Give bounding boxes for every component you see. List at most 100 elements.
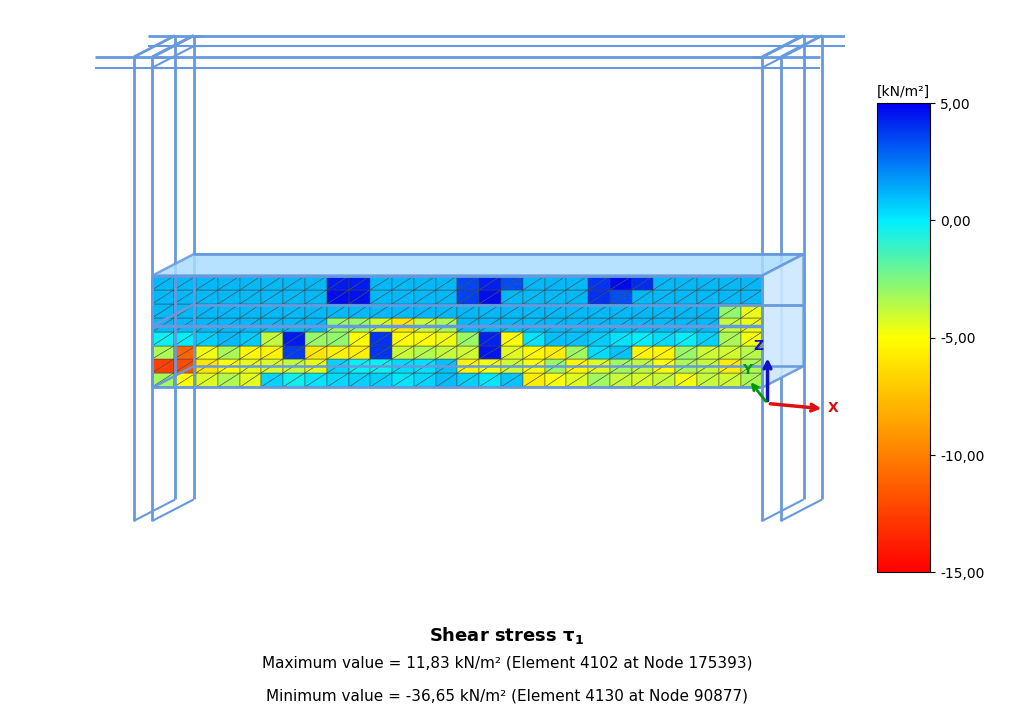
Polygon shape <box>435 346 458 360</box>
Polygon shape <box>435 373 458 387</box>
Polygon shape <box>435 275 458 289</box>
Polygon shape <box>196 275 218 289</box>
Polygon shape <box>610 360 632 373</box>
Polygon shape <box>675 289 697 304</box>
Polygon shape <box>153 255 804 275</box>
Polygon shape <box>327 360 348 373</box>
Polygon shape <box>610 275 632 289</box>
Polygon shape <box>610 275 632 289</box>
Polygon shape <box>348 331 371 346</box>
Polygon shape <box>740 304 763 318</box>
Polygon shape <box>523 373 545 387</box>
Polygon shape <box>610 318 632 331</box>
Polygon shape <box>174 289 196 304</box>
Polygon shape <box>371 346 392 360</box>
Polygon shape <box>305 346 327 360</box>
Polygon shape <box>261 346 284 360</box>
Polygon shape <box>632 275 653 289</box>
Polygon shape <box>566 289 588 304</box>
Polygon shape <box>240 275 261 289</box>
Polygon shape <box>348 318 371 331</box>
Polygon shape <box>719 275 740 289</box>
Polygon shape <box>348 289 371 304</box>
Polygon shape <box>327 360 348 373</box>
Polygon shape <box>458 346 479 360</box>
Polygon shape <box>240 275 261 289</box>
Polygon shape <box>348 373 371 387</box>
Polygon shape <box>632 360 653 373</box>
Polygon shape <box>174 346 196 360</box>
Polygon shape <box>632 289 653 304</box>
Polygon shape <box>305 275 327 289</box>
Polygon shape <box>675 318 697 331</box>
Polygon shape <box>218 346 240 360</box>
Polygon shape <box>261 360 284 373</box>
Polygon shape <box>632 304 653 318</box>
Polygon shape <box>218 289 240 304</box>
Polygon shape <box>305 304 327 318</box>
Polygon shape <box>719 318 740 331</box>
Polygon shape <box>392 275 414 289</box>
Polygon shape <box>174 360 196 373</box>
Polygon shape <box>261 304 284 318</box>
Polygon shape <box>501 304 523 318</box>
Polygon shape <box>284 275 305 289</box>
Polygon shape <box>392 373 414 387</box>
Polygon shape <box>653 289 675 304</box>
Polygon shape <box>545 318 566 331</box>
Polygon shape <box>371 275 392 289</box>
Polygon shape <box>414 373 435 387</box>
Polygon shape <box>675 289 697 304</box>
Polygon shape <box>523 275 545 289</box>
Polygon shape <box>501 289 523 304</box>
Polygon shape <box>479 331 501 346</box>
Polygon shape <box>348 360 371 373</box>
Polygon shape <box>566 331 588 346</box>
Polygon shape <box>240 331 261 346</box>
Polygon shape <box>653 304 675 318</box>
Polygon shape <box>566 275 588 289</box>
Polygon shape <box>719 331 740 346</box>
Polygon shape <box>174 373 196 387</box>
Polygon shape <box>435 318 458 331</box>
Polygon shape <box>261 275 284 289</box>
Polygon shape <box>610 289 632 304</box>
Polygon shape <box>740 318 763 331</box>
Polygon shape <box>284 304 305 318</box>
Polygon shape <box>653 373 675 387</box>
Polygon shape <box>414 304 435 318</box>
Polygon shape <box>523 360 545 373</box>
Polygon shape <box>261 289 284 304</box>
Polygon shape <box>305 304 327 318</box>
Polygon shape <box>458 304 479 318</box>
Polygon shape <box>261 331 284 346</box>
Polygon shape <box>458 373 479 387</box>
Polygon shape <box>218 360 240 373</box>
Polygon shape <box>196 360 218 373</box>
Polygon shape <box>174 346 196 360</box>
Polygon shape <box>632 331 653 346</box>
Polygon shape <box>174 275 196 289</box>
Polygon shape <box>479 360 501 373</box>
Polygon shape <box>371 360 392 373</box>
Polygon shape <box>196 304 218 318</box>
Polygon shape <box>218 331 240 346</box>
Polygon shape <box>240 289 261 304</box>
Polygon shape <box>414 331 435 346</box>
Polygon shape <box>675 304 697 318</box>
Polygon shape <box>371 318 392 331</box>
Polygon shape <box>610 304 632 318</box>
Polygon shape <box>153 331 174 346</box>
Polygon shape <box>653 275 675 289</box>
Polygon shape <box>305 373 327 387</box>
Polygon shape <box>414 275 435 289</box>
Polygon shape <box>479 373 501 387</box>
Polygon shape <box>327 331 348 346</box>
Polygon shape <box>240 360 261 373</box>
Polygon shape <box>392 373 414 387</box>
Polygon shape <box>675 318 697 331</box>
Polygon shape <box>261 318 284 331</box>
Polygon shape <box>435 346 458 360</box>
Polygon shape <box>218 304 240 318</box>
Text: Maximum value = 11,83 kN/m² (Element 4102 at Node 175393): Maximum value = 11,83 kN/m² (Element 410… <box>261 656 753 670</box>
